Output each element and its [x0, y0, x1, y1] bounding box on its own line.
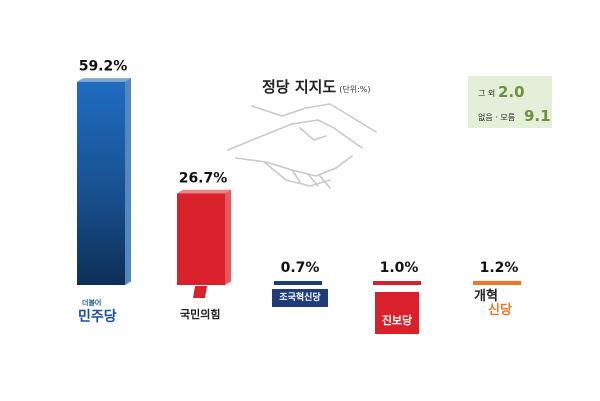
others-row: 그 외 2.0 [468, 80, 552, 102]
party-logo-name: 민주당 [78, 309, 117, 325]
value-label: 1.0% [380, 260, 419, 276]
party-logo-democratic: 더불어 민주당 [78, 298, 117, 326]
chart-title: 정당 지지도 [262, 78, 337, 96]
others-box: 그 외 2.0 없음 · 모름 9.1 [468, 76, 552, 128]
bar [77, 81, 125, 285]
party-logo-reform: 개혁 신당 [474, 290, 512, 318]
others-row: 없음 · 모름 9.1 [468, 104, 552, 126]
party-logo-rebuilding: 조국혁신당 [272, 289, 328, 307]
party-logo-small-text: 더불어 [82, 299, 102, 307]
value-label: 59.2% [79, 59, 128, 75]
party-logo-line1: 개혁 [474, 289, 498, 304]
party-logo-name: 진보당 [381, 314, 413, 327]
bar-top [77, 78, 131, 82]
others-value: 2.0 [498, 83, 525, 101]
chart-unit: (단위:%) [339, 85, 371, 94]
party-logo-line2: 신당 [488, 303, 512, 318]
bar [473, 280, 521, 285]
bar-top [177, 189, 231, 194]
chart-title-wrap: 정당 지지도 (단위:%) [262, 76, 371, 97]
value-label: 1.2% [480, 260, 519, 276]
party-emblem-square [192, 286, 208, 298]
value-label: 26.7% [179, 170, 228, 186]
bar [274, 281, 322, 285]
bar-side [225, 189, 231, 285]
party-logo-name: 조국혁신당 [279, 293, 321, 303]
value-label: 0.7% [281, 260, 320, 276]
party-logo-progressive: 진보당 [375, 292, 419, 334]
handshake-illustration [227, 103, 377, 189]
bar [177, 193, 225, 285]
party-logo-ppp: 국민의힘 [180, 286, 220, 322]
party-logo-name: 국민의힘 [180, 308, 221, 321]
others-label: 없음 · 모름 [478, 113, 516, 122]
others-label: 그 외 [478, 89, 496, 98]
bar-side [125, 78, 131, 285]
bar [373, 281, 421, 285]
others-value: 9.1 [524, 107, 551, 125]
